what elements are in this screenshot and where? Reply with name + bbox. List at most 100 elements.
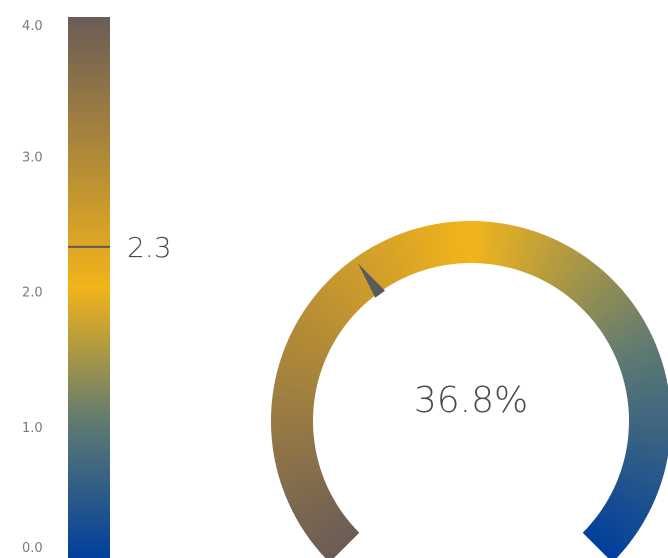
gauge-arc-segment — [277, 460, 320, 478]
gauge-arc-segment — [607, 496, 647, 523]
gauge-arc-segment — [598, 303, 637, 333]
gauge-arc-segment — [591, 291, 628, 323]
gauge-arc-segment — [311, 516, 349, 547]
gauge-arc-segment — [284, 343, 326, 365]
gauge-arc-segment — [309, 298, 347, 329]
gauge-arc-segment — [590, 520, 627, 552]
gauge-arc-segment — [579, 275, 614, 310]
gauge-arc-segment — [615, 339, 657, 362]
gauge-arc-segment — [289, 488, 331, 512]
gauge-arc-segment — [299, 502, 339, 530]
gauge-arc-segment — [618, 349, 660, 370]
gauge-arc-segment — [487, 222, 499, 265]
gauge-arc-segment — [318, 286, 355, 319]
gauge-arc-segment — [560, 256, 590, 294]
gauge-value-label: 36.8% — [414, 380, 528, 421]
gauge-arc-segment — [588, 287, 624, 320]
gauge-arc-segment — [553, 250, 581, 290]
gauge-arc-segment — [519, 230, 539, 273]
tick-label: 0.0 — [22, 541, 43, 556]
gauge-arc-segment — [626, 445, 668, 459]
gauge-arc-segment — [539, 240, 563, 281]
gauge-arc-segment — [371, 244, 397, 285]
gauge-arc-segment — [546, 245, 573, 285]
gauge-arc-segment — [531, 236, 554, 278]
gauge-arc-segment — [297, 499, 337, 526]
gauge-arc-segment — [535, 238, 559, 279]
gauge-arc-segment — [598, 510, 636, 540]
gauge-arc-segment — [605, 316, 645, 343]
gauge-arc-segment — [297, 315, 337, 342]
gauge-arc-segment — [290, 329, 331, 353]
gauge-arc-segment — [570, 265, 602, 302]
gauge-arc-segment — [628, 410, 668, 418]
gauge-arc-segment — [272, 388, 316, 401]
gauge-arc-segment — [511, 227, 529, 270]
gauge-arc-segment — [611, 489, 652, 513]
gauge-arc-segment — [585, 283, 621, 316]
gauge-arc-segment — [603, 312, 643, 340]
gauge-arc-segment — [434, 223, 448, 266]
gauge-arc-segment — [302, 506, 341, 535]
gauge-arc-segment — [465, 221, 473, 264]
gauge-arc-segment — [515, 229, 534, 272]
gauge-arc-segment — [308, 513, 346, 543]
gauge-arc-segment — [483, 221, 494, 264]
gauge-arc-segment — [274, 448, 317, 463]
gauge-arc-segment — [276, 368, 319, 385]
gauge-arc-segment — [294, 495, 335, 521]
gauge-arc-segment — [605, 500, 645, 527]
gauge-arc-segment — [587, 523, 624, 556]
gauge-arc-segment — [627, 389, 668, 402]
gauge-arc-segment — [628, 433, 668, 443]
tick-label: 3.0 — [22, 150, 43, 165]
gauge-arc-segment — [614, 481, 656, 504]
gauge-arc-segment — [275, 373, 318, 389]
gauge-arc-segment — [624, 374, 667, 390]
gauge-arc-segment — [275, 452, 318, 468]
gauge-arc-segment — [563, 259, 594, 297]
gauge-arc-segment — [399, 232, 420, 274]
gauge-arc-segment — [628, 415, 668, 423]
gauge-arc-segment — [601, 307, 640, 336]
gauge-arc-segment — [627, 437, 668, 449]
gauge-arc-segment — [618, 473, 660, 494]
gauge-arc-segment — [622, 461, 665, 479]
gauge-arc-segment — [576, 272, 610, 308]
gauge-arc-segment — [607, 321, 648, 347]
gauge-arc-segment — [626, 384, 668, 398]
gauge-arc-segment — [593, 517, 630, 548]
gauge-arc-segment — [523, 232, 544, 274]
gauge-arc-segment — [318, 522, 354, 555]
gauge-arc-segment — [357, 252, 386, 291]
gauge-arc-segment — [292, 324, 333, 350]
gauge-arc-segment — [271, 404, 314, 413]
gauge-arc-segment — [625, 449, 668, 464]
gauge-arc-segment — [271, 436, 315, 448]
gauge-arc-segment — [272, 393, 315, 405]
gauge-arc-segment — [272, 440, 315, 453]
gauge-arc-segment — [628, 429, 668, 438]
gauge-arc-segment — [582, 279, 617, 313]
gauge-arc-segment — [271, 424, 314, 432]
gauge-needle — [357, 263, 385, 298]
gauge-arc-segment — [286, 338, 328, 361]
gauge-arc-segment — [282, 348, 324, 369]
gauge-arc-segment — [627, 395, 668, 406]
gauge-arc-segment — [279, 358, 322, 377]
gauge-arc-segment — [582, 529, 616, 558]
gauge-arc-segment — [595, 513, 633, 544]
gauge-arc-segment — [283, 476, 326, 498]
tick-label: 4.0 — [22, 19, 43, 34]
gauge-arc-segment — [621, 359, 664, 378]
gauge-arc-segment — [273, 444, 316, 458]
gauge-arc-segment — [625, 379, 668, 394]
gauge-bar — [68, 17, 110, 558]
gauge-arc-segment — [609, 492, 650, 518]
gauge-arc-segment — [384, 237, 408, 279]
gauge-arc-segment — [573, 268, 606, 305]
gauge-arc — [271, 221, 668, 558]
gauge-arc-segment — [616, 344, 659, 366]
gauge-arc-segment — [613, 485, 654, 509]
